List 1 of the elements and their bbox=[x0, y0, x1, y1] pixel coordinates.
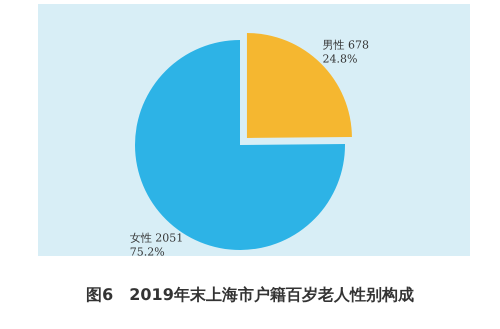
title: 图6 2019年末上海市户籍百岁老人性别构成 bbox=[86, 285, 414, 304]
